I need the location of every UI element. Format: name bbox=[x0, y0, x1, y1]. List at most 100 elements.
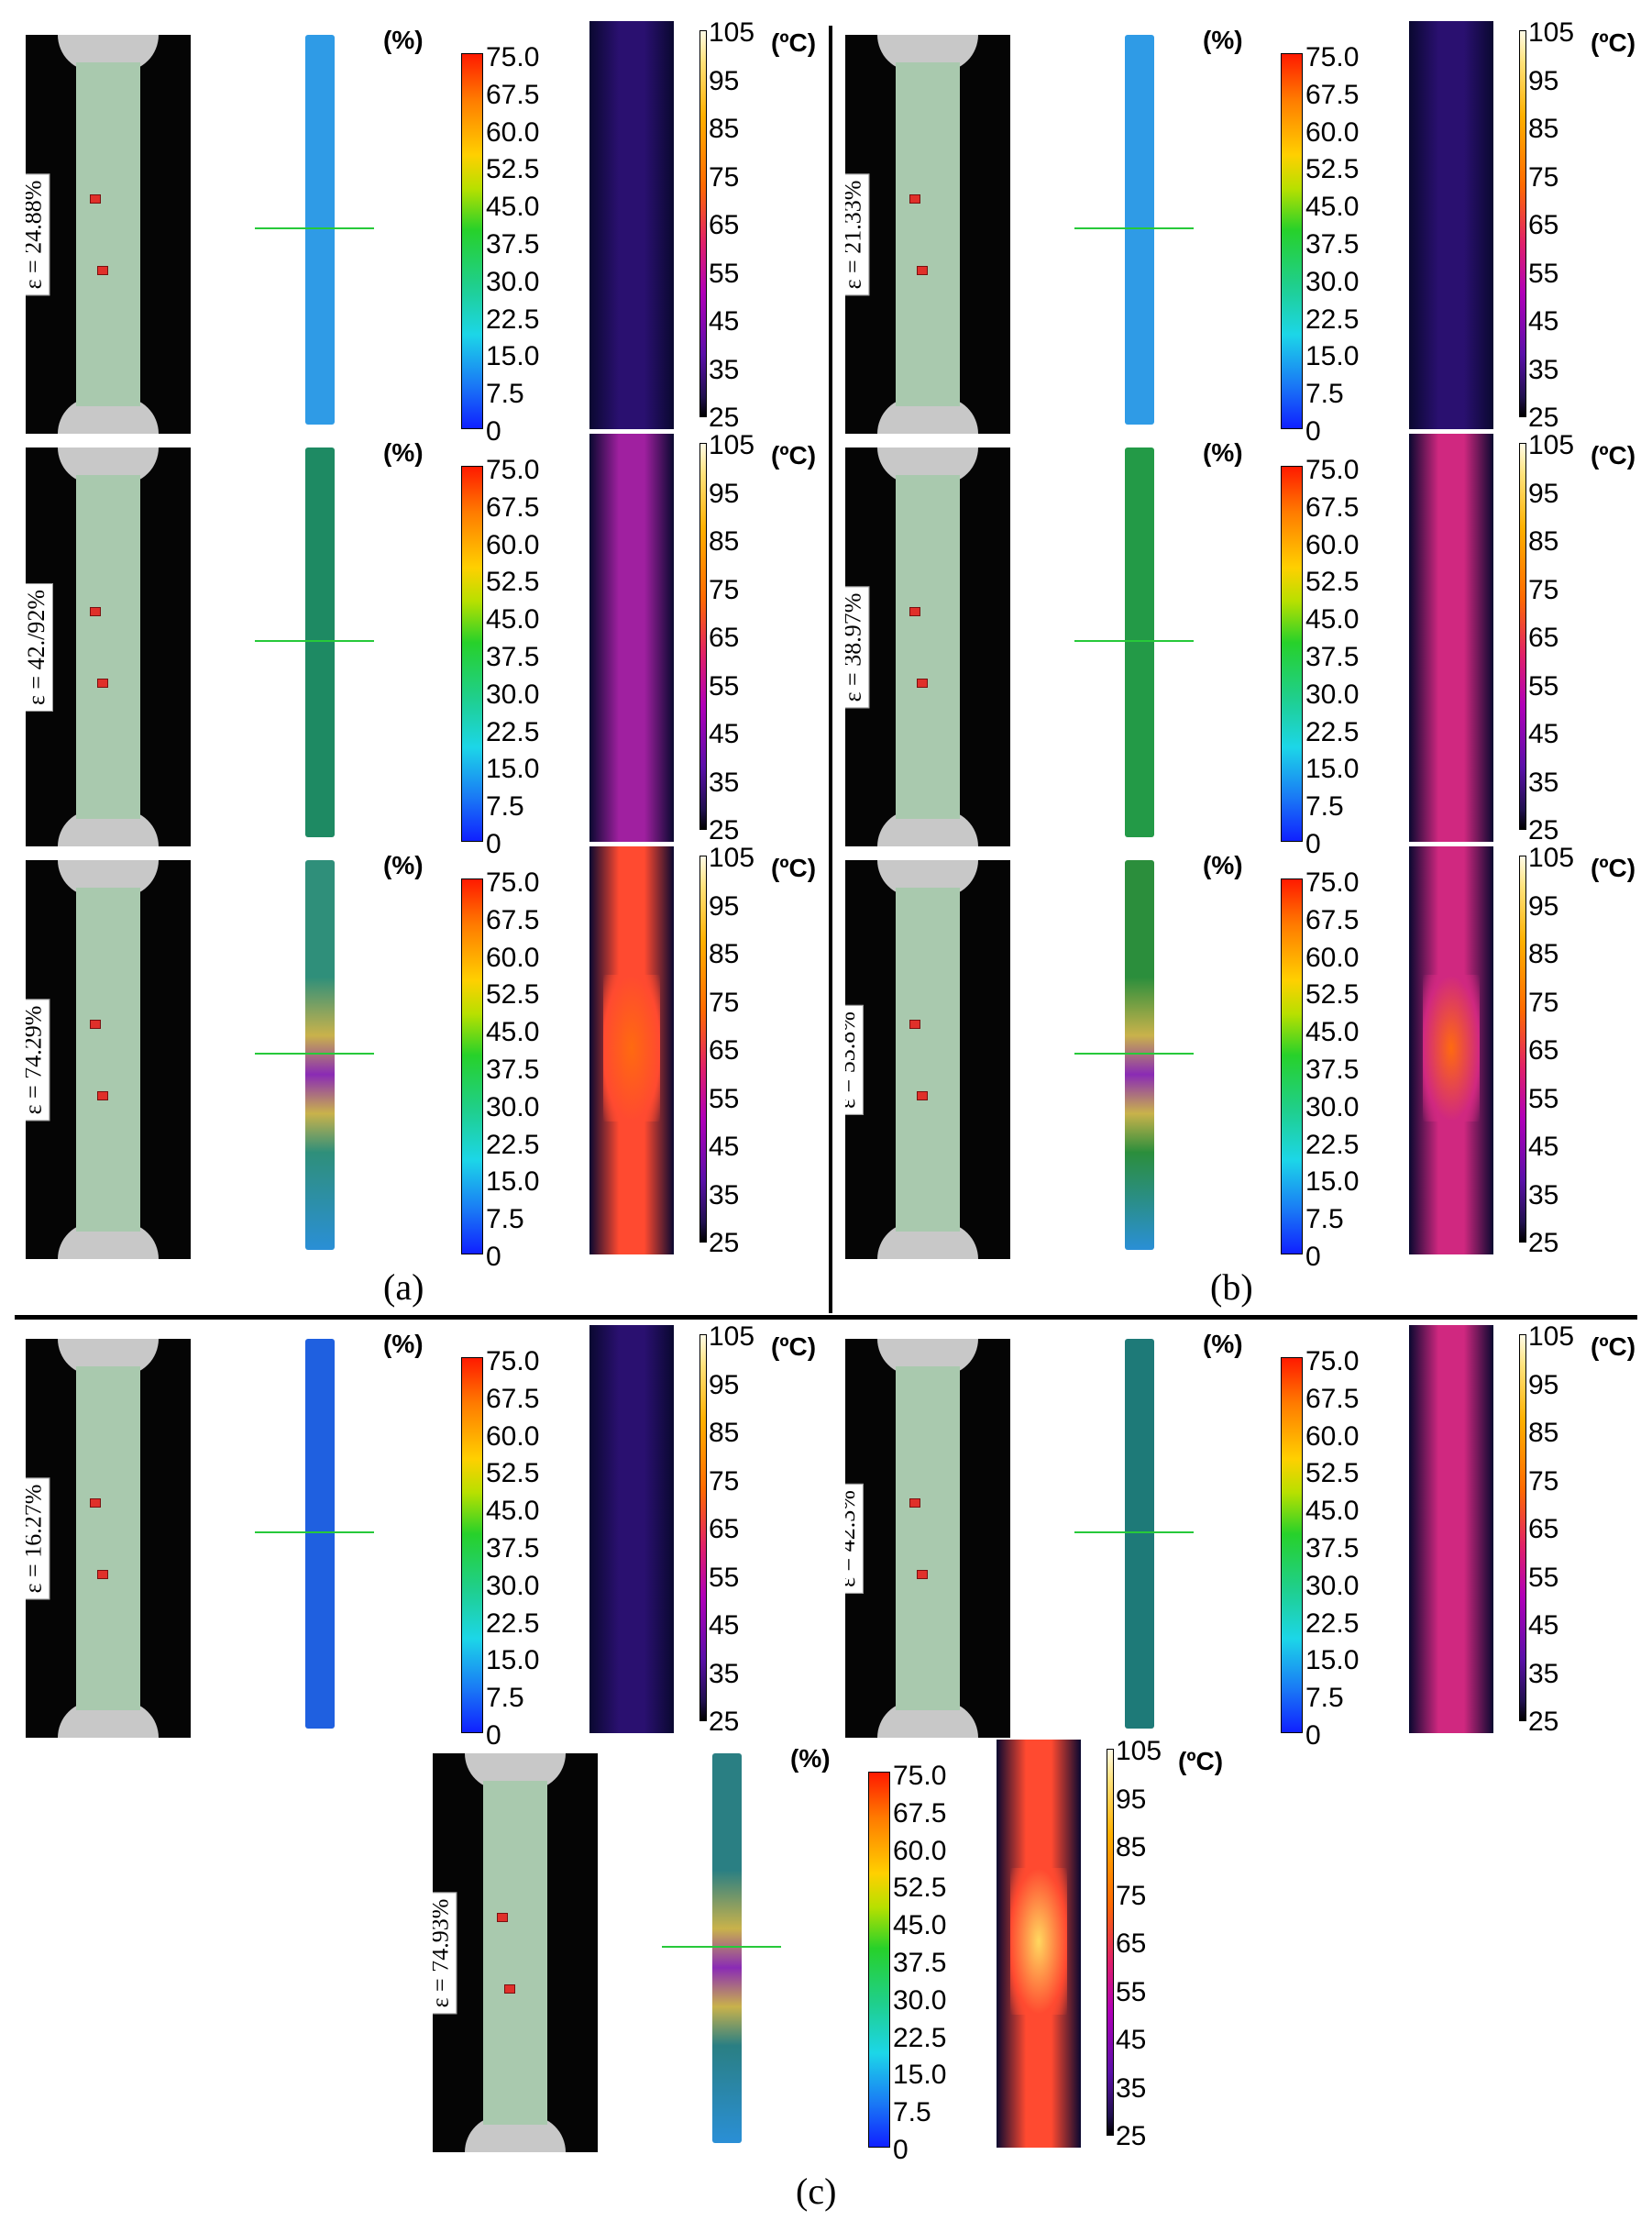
strain-label: ε = 42./92% bbox=[26, 583, 53, 712]
specimen-gauge-section bbox=[483, 1781, 547, 2125]
thermal-image bbox=[997, 1740, 1081, 2148]
specimen-gauge-section bbox=[76, 475, 140, 819]
tracking-marker bbox=[917, 1091, 928, 1100]
strain-tick-label: 52.5 bbox=[1305, 154, 1360, 185]
thermal-image bbox=[1409, 21, 1493, 429]
dic-strain-map bbox=[1074, 35, 1203, 434]
strain-colorbar: (%) 75.0 67.5 60.0 52.5 45.0 37.5 30.0 22.5 15.0 7… bbox=[383, 26, 539, 446]
strain-colorbar: (%) 75.0 67.5 60.0 52.5 45.0 37.5 30.0 22.5 15.0 7… bbox=[383, 1330, 539, 1750]
strain-colorbar: (%) 75.0 67.5 60.0 52.5 45.0 37.5 30.0 22.5 15.0 7… bbox=[1203, 26, 1359, 446]
strain-tick-label: 67.5 bbox=[1305, 492, 1360, 523]
strain-tick-label: 15.0 bbox=[1305, 754, 1360, 785]
tracking-marker bbox=[917, 679, 928, 688]
strain-tick-label: 52.5 bbox=[486, 567, 540, 598]
strain-tick-label: 15.0 bbox=[486, 341, 540, 372]
strain-unit-label: (%) bbox=[383, 851, 424, 879]
temperature-tick-label: 25 bbox=[709, 1228, 740, 1258]
strain-color-scale bbox=[1281, 878, 1303, 1254]
specimen-photo: ε = 38.97% bbox=[845, 448, 1010, 846]
panel-label-c: (c) bbox=[796, 2171, 837, 2212]
strain-tick-label: 75.0 bbox=[486, 1346, 540, 1376]
dic-strain-map bbox=[255, 448, 383, 846]
strain-tick-label: 0 bbox=[486, 1242, 501, 1272]
temperature-tick-label: 45 bbox=[709, 306, 740, 337]
strain-label: ε = 74.29% bbox=[26, 999, 50, 1122]
strain-tick-label: 60.0 bbox=[1305, 942, 1360, 973]
strain-tick-label: 75.0 bbox=[1305, 1346, 1360, 1376]
temperature-tick-label: 75 bbox=[709, 161, 740, 193]
temperature-tick-label: 85 bbox=[709, 526, 740, 557]
strain-tick-label: 30.0 bbox=[893, 1984, 947, 2016]
strain-tick-label: 7.5 bbox=[1305, 379, 1344, 410]
dic-axis-line bbox=[1074, 640, 1194, 642]
strain-color-scale bbox=[1281, 53, 1303, 429]
temperature-tick-label: 85 bbox=[1528, 526, 1559, 557]
thermal-image bbox=[1409, 434, 1493, 842]
strain-tick-label: 52.5 bbox=[1305, 567, 1360, 598]
tracking-marker bbox=[497, 1913, 508, 1922]
thermal-image bbox=[589, 21, 674, 429]
strain-tick-label: 22.5 bbox=[1305, 1608, 1360, 1639]
strain-tick-label: 7.5 bbox=[1305, 791, 1344, 823]
dic-axis-line bbox=[255, 1531, 374, 1533]
specimen-gauge-section bbox=[896, 62, 960, 406]
temperature-tick-label: 75 bbox=[1528, 1465, 1559, 1497]
strain-label: ε = 74.93% bbox=[433, 1892, 457, 2015]
temperature-tick-label: 85 bbox=[709, 939, 740, 969]
strain-tick-label: 7.5 bbox=[1305, 1683, 1344, 1714]
temperature-tick-label: 45 bbox=[709, 1132, 740, 1162]
dic-strain-map bbox=[1074, 1339, 1203, 1738]
strain-tick-label: 37.5 bbox=[893, 1948, 947, 1978]
temperature-tick-label: 25 bbox=[1528, 815, 1559, 845]
specimen-photo: ε = 21.33% bbox=[845, 35, 1010, 434]
temperature-tick-label: 65 bbox=[1528, 210, 1559, 240]
temperature-tick-label: 65 bbox=[1528, 1514, 1559, 1544]
temperature-color-scale bbox=[1519, 856, 1526, 1243]
strain-tick-label: 52.5 bbox=[486, 154, 540, 185]
dic-specimen-strip bbox=[1125, 1339, 1154, 1729]
strain-tick-label: 37.5 bbox=[1305, 1055, 1360, 1085]
strain-tick-label: 60.0 bbox=[1305, 116, 1360, 148]
temperature-colorbar: (ºC) 105 95 85 75 65 55 45 35 25 bbox=[1519, 425, 1647, 846]
temperature-tick-label: 75 bbox=[1528, 987, 1559, 1018]
temperature-tick-label: 35 bbox=[1116, 2072, 1147, 2104]
temperature-tick-label: 75 bbox=[709, 1465, 740, 1497]
strain-tick-label: 52.5 bbox=[486, 979, 540, 1011]
temperature-tick-label: 95 bbox=[709, 1369, 740, 1400]
temperature-tick-label: 55 bbox=[709, 670, 740, 702]
strain-unit-label: (%) bbox=[1203, 26, 1243, 54]
temperature-tick-label: 35 bbox=[709, 354, 740, 385]
temperature-tick-label: 105 bbox=[1116, 1736, 1162, 1766]
strain-tick-label: 60.0 bbox=[1305, 1420, 1360, 1452]
panel-label-a: (a) bbox=[383, 1266, 424, 1308]
strain-tick-label: 7.5 bbox=[486, 791, 524, 823]
strain-tick-label: 75.0 bbox=[486, 42, 540, 72]
specimen-gauge-section bbox=[896, 1366, 960, 1710]
strain-tick-label: 45.0 bbox=[1305, 192, 1360, 223]
strain-tick-label: 30.0 bbox=[1305, 1570, 1360, 1601]
specimen-gauge-section bbox=[76, 62, 140, 406]
strain-tick-label: 7.5 bbox=[893, 2097, 931, 2128]
strain-tick-label: 7.5 bbox=[1305, 1204, 1344, 1235]
strain-color-scale bbox=[461, 878, 483, 1254]
strain-label: ε = 16.27% bbox=[26, 1477, 50, 1600]
dic-axis-line bbox=[255, 227, 374, 229]
specimen-photo: ε = 24.88% bbox=[26, 35, 191, 434]
temperature-tick-label: 25 bbox=[709, 815, 740, 845]
temperature-color-scale bbox=[699, 443, 707, 830]
temperature-tick-label: 45 bbox=[709, 1610, 740, 1641]
strain-tick-label: 37.5 bbox=[486, 1055, 540, 1085]
strain-tick-label: 22.5 bbox=[486, 716, 540, 747]
strain-tick-label: 30.0 bbox=[486, 266, 540, 297]
thermal-image bbox=[1409, 1325, 1493, 1733]
tracking-marker bbox=[90, 1498, 101, 1508]
temperature-unit-label: (ºC) bbox=[771, 441, 817, 470]
strain-tick-label: 75.0 bbox=[1305, 42, 1360, 72]
strain-label: ε = 21.33% bbox=[845, 173, 870, 296]
strain-color-scale bbox=[461, 53, 483, 429]
strain-tick-label: 22.5 bbox=[486, 304, 540, 335]
dic-strain-map bbox=[662, 1753, 790, 2152]
temperature-tick-label: 95 bbox=[1528, 65, 1559, 96]
strain-label: ε = 53.8% bbox=[845, 1005, 864, 1115]
strain-color-scale bbox=[1281, 1357, 1303, 1733]
